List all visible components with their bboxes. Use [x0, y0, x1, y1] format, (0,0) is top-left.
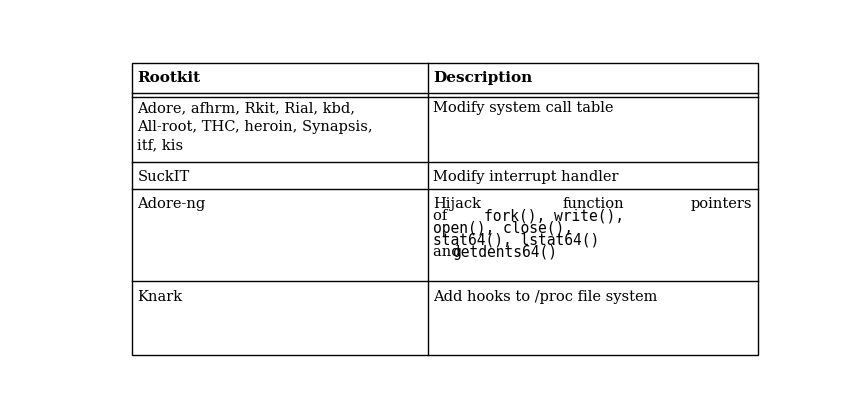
- Text: Modify interrupt handler: Modify interrupt handler: [433, 170, 619, 184]
- Text: Adore-ng: Adore-ng: [137, 197, 206, 211]
- Text: fork(), write(),: fork(), write(),: [483, 209, 624, 224]
- Text: Add hooks to /proc file system: Add hooks to /proc file system: [433, 290, 658, 304]
- Text: Modify system call table: Modify system call table: [433, 101, 614, 115]
- Text: Knark: Knark: [137, 290, 182, 304]
- Text: pointers: pointers: [691, 197, 753, 211]
- Text: function: function: [562, 197, 623, 211]
- Text: Description: Description: [433, 71, 533, 85]
- Text: of: of: [433, 209, 490, 223]
- Text: getdents64(): getdents64(): [451, 245, 556, 259]
- Text: open(), close(),: open(), close(),: [433, 221, 574, 236]
- Text: SuckIT: SuckIT: [137, 170, 190, 184]
- Text: Hijack: Hijack: [433, 197, 482, 211]
- Text: Rootkit: Rootkit: [137, 71, 201, 85]
- Text: and: and: [433, 245, 465, 259]
- Text: stat64(), lstat64(): stat64(), lstat64(): [433, 233, 600, 248]
- Text: Adore, afhrm, Rkit, Rial, kbd,
All-root, THC, heroin, Synapsis,
itf, kis: Adore, afhrm, Rkit, Rial, kbd, All-root,…: [137, 101, 373, 152]
